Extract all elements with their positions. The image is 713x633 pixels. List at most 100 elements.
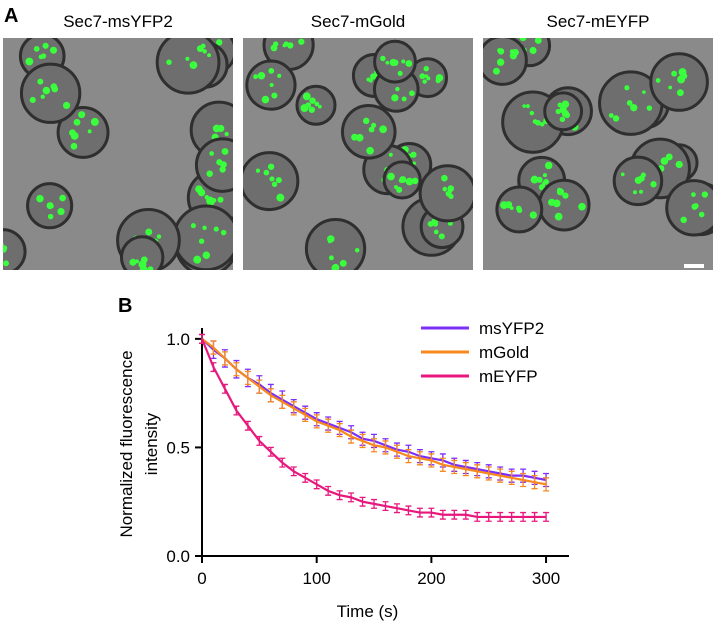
spot <box>87 129 92 134</box>
spot <box>202 225 207 231</box>
spot <box>698 211 705 218</box>
error-bar <box>543 511 550 522</box>
spot <box>447 188 453 193</box>
spot <box>269 83 274 88</box>
panel-label: B <box>118 295 132 317</box>
spot <box>422 79 427 84</box>
spot <box>221 148 229 155</box>
panel-label: A <box>4 5 18 27</box>
spot <box>509 49 515 54</box>
line <box>200 338 547 519</box>
spot <box>257 71 266 80</box>
spot <box>370 73 377 80</box>
spot <box>646 105 653 111</box>
spot <box>385 60 390 65</box>
spot <box>62 101 71 110</box>
series <box>199 333 550 522</box>
legend-label: mEYFP <box>479 367 538 386</box>
spot <box>387 172 395 181</box>
spot <box>298 38 305 45</box>
spot <box>189 61 198 69</box>
spot <box>448 193 454 200</box>
error-bar <box>543 477 550 492</box>
spot <box>539 121 545 127</box>
spot <box>269 176 275 182</box>
spot <box>544 161 553 170</box>
spot <box>529 211 537 219</box>
spot <box>380 55 386 62</box>
cell <box>340 103 397 160</box>
spot <box>0 259 1 266</box>
spot <box>519 38 527 42</box>
spot <box>433 229 439 235</box>
spot <box>351 133 359 141</box>
spot <box>50 83 58 90</box>
cell <box>3 228 27 270</box>
spot <box>204 195 210 200</box>
spot <box>40 94 45 99</box>
spot <box>389 58 397 67</box>
spot <box>129 258 137 266</box>
spot <box>362 117 370 125</box>
spot <box>197 188 206 197</box>
x-tick-label: 300 <box>532 569 560 588</box>
spot <box>630 104 638 112</box>
spot <box>3 242 4 247</box>
y-axis-label: Normalized fluorescence <box>117 350 136 537</box>
spot <box>42 42 49 49</box>
spot <box>302 92 311 101</box>
spot <box>287 42 294 49</box>
spot <box>213 226 219 232</box>
spot <box>0 239 2 243</box>
spot <box>562 192 569 199</box>
spot <box>3 246 7 253</box>
spot <box>47 213 54 220</box>
spot <box>665 153 673 161</box>
spot <box>206 170 213 177</box>
spot <box>660 157 669 165</box>
spot <box>398 178 404 183</box>
spot <box>442 186 448 192</box>
micrograph <box>0 38 233 270</box>
spot <box>536 39 542 44</box>
spot <box>216 39 223 46</box>
cell <box>304 218 367 270</box>
spot <box>632 190 637 195</box>
spot <box>564 112 570 119</box>
spot <box>42 86 51 95</box>
spot <box>424 74 429 79</box>
spot <box>70 142 78 150</box>
spot <box>147 266 154 270</box>
y-tick-label: 1.0 <box>166 330 190 349</box>
x-tick-label: 0 <box>197 569 206 588</box>
spot <box>650 181 657 188</box>
spot <box>33 46 40 52</box>
y-tick-label: 0.5 <box>166 438 190 457</box>
spot <box>379 125 387 134</box>
micrograph <box>243 38 473 270</box>
spot <box>328 255 334 261</box>
spot <box>366 77 371 82</box>
spot <box>217 196 224 203</box>
spot <box>139 265 148 270</box>
spot <box>48 204 53 209</box>
spot <box>409 90 415 97</box>
spot <box>166 59 172 65</box>
spot <box>405 60 413 67</box>
spot <box>671 70 678 77</box>
spot <box>668 85 673 90</box>
spot <box>532 119 538 124</box>
spot <box>529 110 535 116</box>
spot <box>275 177 282 184</box>
spot <box>410 151 417 158</box>
spot <box>536 176 543 183</box>
spot <box>220 229 227 236</box>
spot <box>253 74 259 80</box>
micrograph <box>483 38 713 270</box>
image-title: Sec7-mGold <box>311 12 405 31</box>
spot <box>530 175 539 184</box>
y-tick-label: 0.0 <box>166 547 190 566</box>
spot <box>441 174 448 182</box>
